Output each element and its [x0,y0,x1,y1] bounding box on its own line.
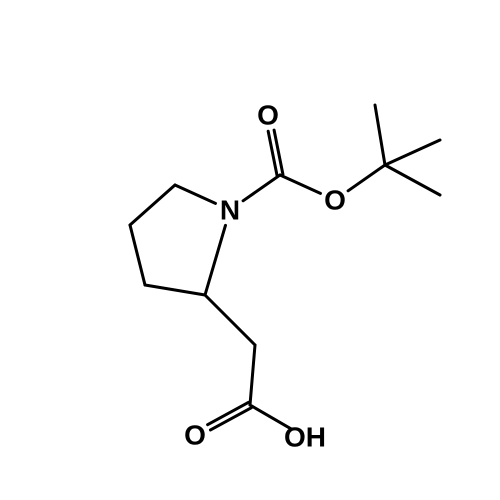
atom-label: O [257,100,279,131]
bond [205,295,255,345]
bond [145,285,205,295]
bond [205,225,225,295]
bond [250,345,255,405]
bond [175,185,215,203]
bond [280,175,320,193]
bond [130,225,145,285]
atom-label: OH [284,422,326,453]
bond [385,140,440,165]
bond [348,165,385,191]
atom-label: O [184,420,206,451]
bond [130,185,175,225]
bond [243,175,280,201]
atom-label: O [324,185,346,216]
bond [375,105,385,165]
atom-label: N [220,195,240,226]
bond [385,165,440,195]
molecule-diagram: N O O O OH [0,0,500,500]
